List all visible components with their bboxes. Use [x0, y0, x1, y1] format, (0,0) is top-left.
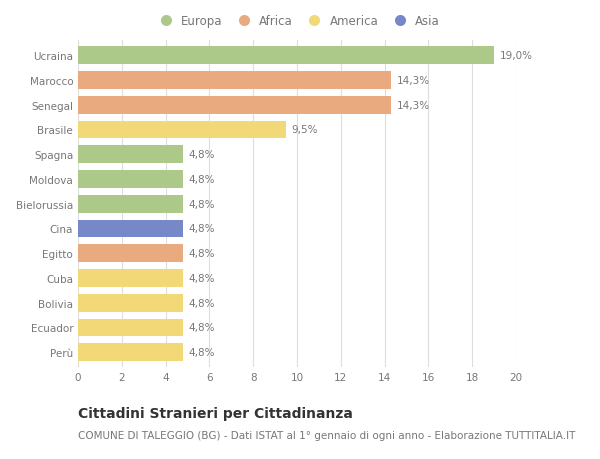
Text: 4,8%: 4,8%	[188, 249, 215, 258]
Bar	[78, 146, 183, 164]
Bar	[78, 171, 183, 189]
Text: 4,8%: 4,8%	[188, 150, 215, 160]
Bar	[78, 220, 183, 238]
Bar	[78, 245, 183, 263]
Bar	[78, 294, 183, 312]
Text: 4,8%: 4,8%	[188, 224, 215, 234]
Bar	[78, 269, 183, 287]
Legend: Europa, Africa, America, Asia: Europa, Africa, America, Asia	[154, 15, 440, 28]
Text: Cittadini Stranieri per Cittadinanza: Cittadini Stranieri per Cittadinanza	[78, 406, 353, 420]
Bar	[78, 343, 183, 361]
Text: 4,8%: 4,8%	[188, 273, 215, 283]
Text: COMUNE DI TALEGGIO (BG) - Dati ISTAT al 1° gennaio di ogni anno - Elaborazione T: COMUNE DI TALEGGIO (BG) - Dati ISTAT al …	[78, 431, 575, 441]
Text: 19,0%: 19,0%	[500, 51, 533, 61]
Text: 9,5%: 9,5%	[292, 125, 318, 135]
Bar	[78, 47, 494, 65]
Text: 14,3%: 14,3%	[397, 76, 430, 86]
Text: 14,3%: 14,3%	[397, 101, 430, 111]
Bar	[78, 319, 183, 336]
Bar	[78, 96, 391, 114]
Bar	[78, 72, 391, 90]
Text: 4,8%: 4,8%	[188, 347, 215, 358]
Bar	[78, 196, 183, 213]
Text: 4,8%: 4,8%	[188, 199, 215, 209]
Text: 4,8%: 4,8%	[188, 298, 215, 308]
Text: 4,8%: 4,8%	[188, 174, 215, 185]
Bar	[78, 121, 286, 139]
Text: 4,8%: 4,8%	[188, 323, 215, 333]
